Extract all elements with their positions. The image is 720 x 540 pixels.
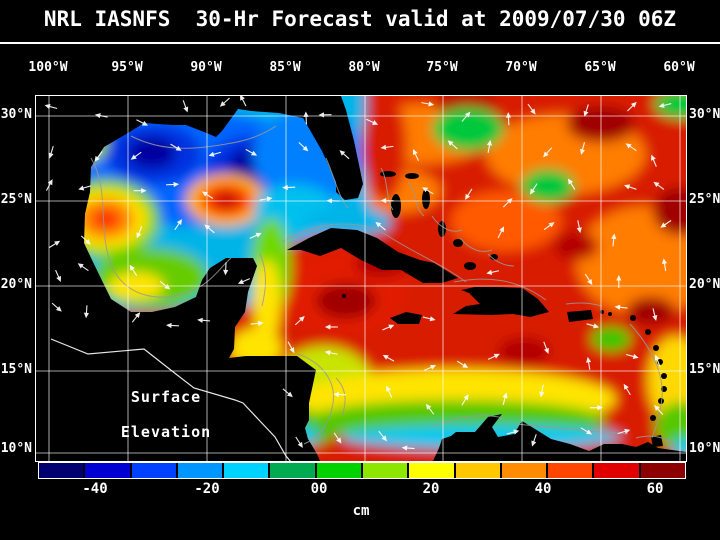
- annotation-line-surface: Surface: [130, 388, 202, 406]
- map-annotation: Surface Elevation: [86, 388, 246, 441]
- colorbar-segment: [175, 463, 223, 478]
- colorbar-segment: [314, 463, 361, 478]
- current-vector-arrows: [44, 96, 672, 451]
- colorbar-tick: 60: [646, 481, 664, 497]
- title-divider: [0, 42, 720, 44]
- colorbar-segment: [499, 463, 547, 478]
- lon-tick-label: 65°W: [584, 60, 616, 75]
- lat-tick-label: 30°N: [689, 107, 720, 122]
- lat-tick-label: 30°N: [0, 107, 32, 122]
- colorbar-tick: -20: [194, 481, 220, 497]
- lon-tick-label: 90°W: [190, 60, 222, 75]
- map-canvas: [36, 96, 686, 461]
- lon-tick-label: 75°W: [426, 60, 458, 75]
- map-panel: Surface Elevation: [35, 95, 687, 462]
- colorbar-segment: [360, 463, 408, 478]
- lat-tick-label: 10°N: [0, 441, 32, 456]
- lat-tick-label: 20°N: [0, 277, 32, 292]
- land-masses: [36, 96, 686, 461]
- colorbar-unit-label: cm: [352, 503, 370, 519]
- colorbar-tick: -40: [82, 481, 108, 497]
- colorbar-segment: [453, 463, 500, 478]
- colorbar-segment: [39, 463, 84, 478]
- colorbar-segment: [222, 463, 269, 478]
- lon-tick-label: 70°W: [505, 60, 537, 75]
- bathymetry-contours: [90, 125, 677, 447]
- colorbar-segment: [129, 463, 176, 478]
- longitude-axis: 100°W 95°W 90°W 85°W 80°W 75°W 70°W 65°W…: [28, 60, 694, 78]
- colorbar-segment: [638, 463, 685, 478]
- colorbar-segment: [592, 463, 639, 478]
- lon-tick-label: 85°W: [269, 60, 301, 75]
- colorbar-tick-labels: -40 -20 00 20 40 60: [38, 481, 684, 498]
- lat-tick-label: 25°N: [0, 192, 32, 207]
- colorbar-tick: 40: [534, 481, 552, 497]
- colorbar-segment: [407, 463, 454, 478]
- lat-tick-label: 25°N: [689, 192, 720, 207]
- latitude-axis-right: 30°N 25°N 20°N 15°N 10°N: [689, 95, 720, 460]
- lat-tick-label: 20°N: [689, 277, 720, 292]
- colorbar-segment: [546, 463, 593, 478]
- annotation-line-elevation: Elevation: [120, 423, 212, 441]
- lon-tick-label: 100°W: [28, 60, 68, 75]
- lon-tick-label: 95°W: [111, 60, 143, 75]
- lat-tick-label: 15°N: [689, 362, 720, 377]
- colorbar-tick: 00: [310, 481, 328, 497]
- latitude-axis-left: 30°N 25°N 20°N 15°N 10°N: [0, 95, 33, 460]
- lon-tick-label: 80°W: [348, 60, 380, 75]
- lat-tick-label: 10°N: [689, 441, 720, 456]
- pacific-coastline: [50, 338, 291, 461]
- figure-title: NRL IASNFS 30-Hr Forecast valid at 2009/…: [43, 7, 677, 31]
- colorbar: [38, 462, 686, 479]
- colorbar-tick: 20: [422, 481, 440, 497]
- sea-surface-height-field: [36, 96, 686, 461]
- colorbar-segment: [268, 463, 315, 478]
- lat-tick-label: 15°N: [0, 362, 32, 377]
- colorbar-segment: [83, 463, 130, 478]
- grid-lines: [36, 96, 686, 461]
- lon-tick-label: 60°W: [663, 60, 695, 75]
